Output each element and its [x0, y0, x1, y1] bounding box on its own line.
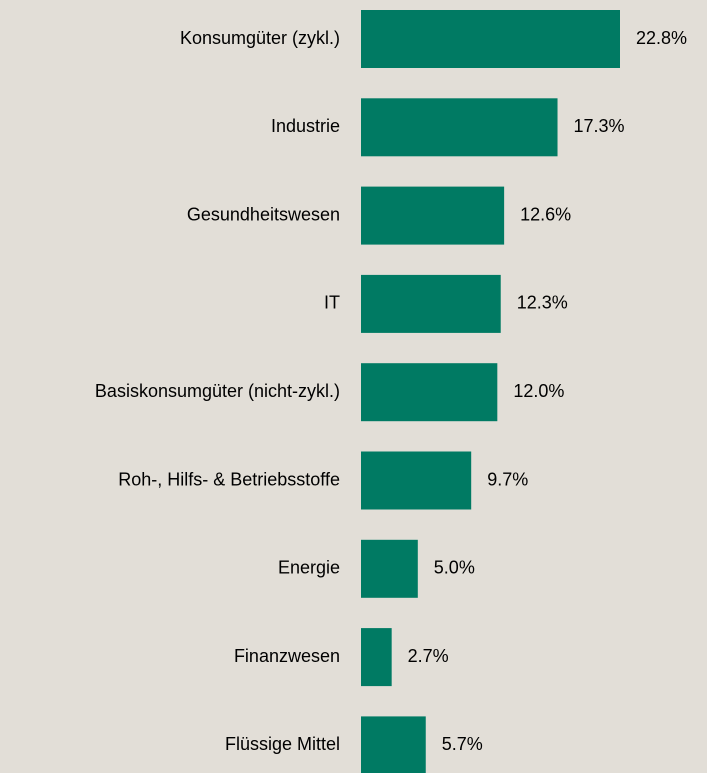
category-label: Roh-, Hilfs- & Betriebsstoffe — [118, 469, 340, 489]
value-label: 2.7% — [408, 646, 449, 666]
bar — [361, 363, 498, 422]
category-label: Energie — [278, 558, 340, 578]
bar — [361, 716, 426, 773]
value-label: 12.0% — [513, 381, 564, 401]
value-label: 5.0% — [434, 558, 475, 578]
category-label: Industrie — [271, 116, 340, 136]
bar — [361, 451, 472, 510]
bar — [361, 10, 620, 68]
bar — [361, 186, 505, 245]
value-label: 12.6% — [520, 204, 571, 224]
value-label: 5.7% — [442, 734, 483, 754]
bar — [361, 628, 392, 687]
value-label: 22.8% — [636, 28, 687, 48]
value-label: 12.3% — [517, 293, 568, 313]
category-label: Finanzwesen — [234, 646, 340, 666]
value-label: 17.3% — [574, 116, 625, 136]
category-label: Basiskonsumgüter (nicht-zykl.) — [95, 381, 340, 401]
bar — [361, 98, 558, 157]
bar — [361, 274, 501, 333]
category-label: Gesundheitswesen — [187, 204, 340, 224]
category-label: IT — [324, 293, 340, 313]
value-label: 9.7% — [487, 469, 528, 489]
category-label: Flüssige Mittel — [225, 734, 340, 754]
category-label: Konsumgüter (zykl.) — [180, 28, 340, 48]
bar — [361, 539, 418, 598]
